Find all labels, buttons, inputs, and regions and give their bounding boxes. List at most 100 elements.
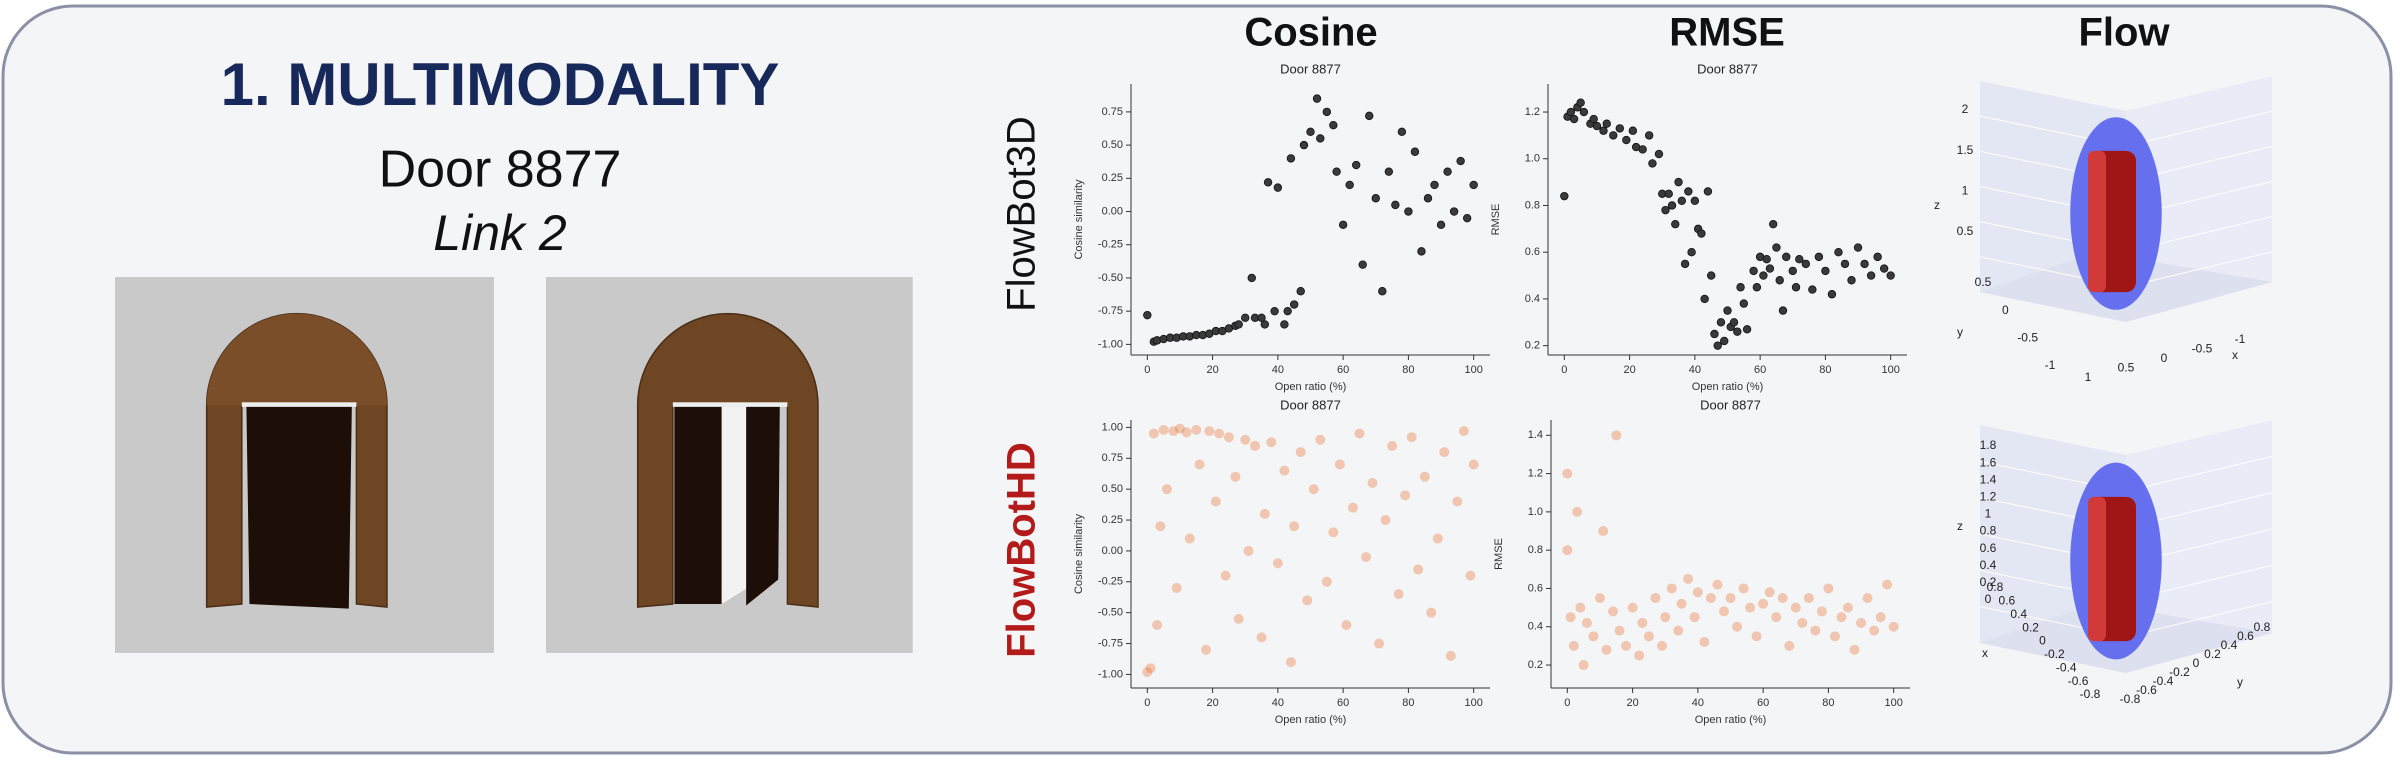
point <box>1637 617 1648 628</box>
point <box>1410 147 1420 156</box>
point <box>1568 640 1579 651</box>
y-tick-label: -1.00 <box>1098 338 1123 350</box>
y-tick-label: -1.00 <box>1098 668 1123 680</box>
z-tick-label: 1.4 <box>1980 472 1997 486</box>
x-axis-label: Open ratio (%) <box>1275 714 1347 726</box>
point <box>1592 121 1602 131</box>
point <box>1801 259 1811 269</box>
door-render-open <box>546 277 913 653</box>
point <box>1886 271 1895 280</box>
point <box>1334 459 1345 470</box>
chart-title: Door 8877 <box>1697 61 1758 76</box>
point <box>1299 140 1309 150</box>
point <box>1358 260 1367 269</box>
point <box>1338 220 1348 230</box>
point <box>1716 318 1726 327</box>
point <box>1611 430 1622 441</box>
point <box>1458 426 1469 437</box>
z-axis-label: z <box>1934 198 1940 212</box>
point <box>1155 521 1166 532</box>
point <box>1260 320 1270 329</box>
point <box>1143 310 1152 320</box>
point <box>1718 606 1729 617</box>
point <box>1615 124 1624 133</box>
x-tick-label: 100 <box>1465 364 1483 376</box>
point <box>1860 259 1869 269</box>
x-tick-label: -0.6 <box>2068 674 2089 688</box>
x-tick-label: 80 <box>1819 364 1831 376</box>
x-tick-label: 0 <box>1561 364 1567 376</box>
point <box>1579 107 1589 117</box>
point <box>1270 306 1279 316</box>
y-tick-label: 1.4 <box>1528 429 1543 441</box>
point <box>1667 201 1677 210</box>
point <box>1241 313 1250 323</box>
point <box>1879 264 1889 273</box>
point <box>1360 552 1371 563</box>
point <box>1240 434 1251 445</box>
point <box>1328 527 1339 538</box>
point <box>1853 243 1863 252</box>
x-tick-label: 0.5 <box>2118 361 2135 375</box>
flow-plot: 2 1.5 1 0.5 z 0.5 0 -0.5 -1 y 1 0.5 0 -0.5 -1 x <box>1934 76 2273 384</box>
point <box>1354 428 1365 439</box>
point <box>1406 432 1417 443</box>
y-tick-label: 0.25 <box>1102 514 1123 526</box>
object-name: Door 8877 <box>379 141 622 199</box>
point <box>1634 650 1645 661</box>
point <box>1387 440 1398 451</box>
chart-title: Door 8877 <box>1280 397 1341 412</box>
column-header: Cosine <box>1244 11 1377 55</box>
point <box>1158 424 1169 435</box>
z-axis-label: z <box>1957 519 1963 533</box>
y-tick-label: 0.6 <box>1525 246 1540 258</box>
point <box>1601 644 1612 655</box>
x-tick-label: 40 <box>1272 364 1284 376</box>
y-tick-label: 0.5 <box>1975 275 1992 289</box>
point <box>1456 156 1465 166</box>
y-tick-label: 0.75 <box>1102 452 1123 464</box>
y-tick-label: 1.2 <box>1528 468 1543 480</box>
point <box>1723 306 1732 315</box>
x-tick-label: 20 <box>1626 697 1638 709</box>
point <box>1286 154 1296 163</box>
point <box>1247 273 1256 283</box>
point <box>1609 131 1618 140</box>
point <box>1840 259 1850 269</box>
point <box>1204 426 1215 437</box>
z-tick-label: 0.4 <box>1980 558 1997 572</box>
point <box>1808 285 1817 294</box>
y-tick-label: -0.6 <box>2136 683 2157 697</box>
x-tick-label: 40 <box>1692 697 1704 709</box>
y-tick-label: -0.25 <box>1098 576 1123 588</box>
point <box>1184 533 1195 544</box>
point <box>1778 306 1788 315</box>
flow-red-face <box>2088 496 2106 642</box>
y-axis-label: Cosine similarity <box>1073 179 1085 260</box>
point <box>1152 620 1163 631</box>
point <box>1598 526 1609 537</box>
point <box>1700 294 1709 304</box>
point <box>1302 595 1313 606</box>
point <box>1426 607 1437 618</box>
point <box>1347 502 1358 513</box>
point <box>1614 625 1625 636</box>
point <box>1374 638 1385 649</box>
x-tick-label: -1 <box>2235 332 2246 346</box>
point <box>1732 621 1743 632</box>
point <box>1168 426 1179 437</box>
point <box>1790 602 1801 613</box>
point <box>1782 252 1791 262</box>
point <box>1214 428 1225 439</box>
x-tick-label: 60 <box>1754 364 1766 376</box>
point <box>1829 631 1840 642</box>
point <box>1220 570 1231 581</box>
y-tick-label: -0.4 <box>2153 674 2174 688</box>
point <box>1765 264 1775 273</box>
point <box>1449 207 1459 216</box>
y-tick-label: 0.50 <box>1102 483 1123 495</box>
y-axis-label: y <box>2237 675 2243 689</box>
point <box>1706 271 1716 280</box>
x-tick-label: 20 <box>1206 364 1218 376</box>
y-tick-label: 0.4 <box>2221 638 2238 652</box>
